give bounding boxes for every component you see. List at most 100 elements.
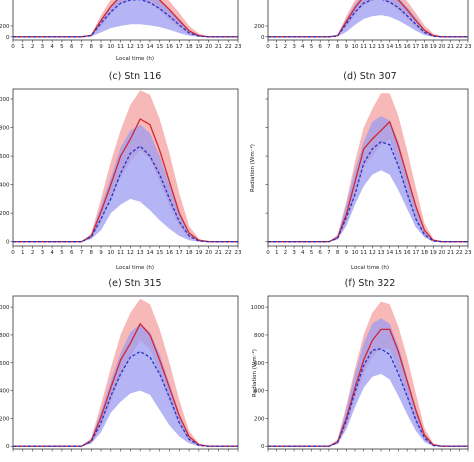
x-tick-label: 8 <box>90 44 94 50</box>
x-tick-label: 7 <box>80 250 84 256</box>
model-range-band <box>268 93 468 242</box>
x-tick-label: 20 <box>438 250 445 256</box>
y-tick-label: 400 <box>0 183 10 189</box>
x-tick-label: 22 <box>225 44 232 50</box>
panel-5: 0 200 400 600 800 1000 <box>0 295 239 452</box>
x-tick-label: 4 <box>301 250 305 256</box>
x-tick-label: 18 <box>421 44 428 50</box>
x-tick-label: 18 <box>421 250 428 256</box>
panel-c-title: (c) Stn 116 <box>109 71 162 82</box>
panel-e-title: (e) Stn 315 <box>108 278 161 289</box>
x-tick-label: 1 <box>21 250 25 256</box>
x-tick-label: 13 <box>137 250 144 256</box>
x-tick-label: 12 <box>127 250 134 256</box>
y-tick-label: 0 <box>6 35 10 41</box>
x-tick-label: 5 <box>310 250 314 256</box>
x-tick-label: 16 <box>166 250 173 256</box>
x-tick-label: 10 <box>351 44 358 50</box>
x-tick-label: 12 <box>127 44 134 50</box>
y-tick-label: 600 <box>0 154 10 160</box>
x-tick-label: 19 <box>195 250 202 256</box>
x-tick-label: 16 <box>404 44 411 50</box>
x-tick-label: 11 <box>117 250 124 256</box>
x-tick-label: 5 <box>60 250 64 256</box>
x-tick-label: 8 <box>90 250 94 256</box>
y-tick-label: 200 <box>0 24 10 30</box>
x-tick-label: 8 <box>336 250 340 256</box>
x-tick-label: 3 <box>292 44 296 50</box>
x-tick-label: 2 <box>284 250 288 256</box>
x-tick-label: 17 <box>176 44 183 50</box>
y-tick-label: 800 <box>0 333 10 339</box>
panel-f-title: (f) Stn 322 <box>345 278 396 289</box>
y-tick-label: 1000 <box>0 305 10 311</box>
y-tick-label: 0 <box>6 240 10 246</box>
x-tick-label: 15 <box>156 250 163 256</box>
x-tick-label: 10 <box>107 44 114 50</box>
x-axis-label: Local time (h) <box>116 265 154 271</box>
x-tick-label: 0 <box>11 44 15 50</box>
x-tick-label: 6 <box>318 250 322 256</box>
x-tick-label: 13 <box>378 44 385 50</box>
x-tick-label: 23 <box>465 44 472 50</box>
y-tick-label: 1000 <box>251 305 265 311</box>
x-tick-label: 0 <box>11 250 15 256</box>
panel-6: 0 200 400 600 800 1000 Radiation (Wm⁻²) <box>251 295 469 452</box>
x-tick-label: 4 <box>50 44 54 50</box>
x-tick-label: 11 <box>117 44 124 50</box>
y-tick-label: 0 <box>261 35 265 41</box>
x-tick-label: 19 <box>195 44 202 50</box>
x-tick-label: 4 <box>301 44 305 50</box>
x-tick-label: 14 <box>386 44 393 50</box>
x-tick-label: 2 <box>31 250 35 256</box>
x-tick-label: 14 <box>386 250 393 256</box>
x-tick-label: 3 <box>41 250 45 256</box>
y-tick-label: 200 <box>0 416 10 422</box>
x-tick-label: 20 <box>438 44 445 50</box>
plot-frame <box>267 0 469 41</box>
x-tick-label: 23 <box>235 44 242 50</box>
x-tick-label: 3 <box>41 44 45 50</box>
panel-4: 0 1 2 3 4 5 6 7 8 9 10 11 12 13 14 15 16 17 18 19 20 21 22 23Lo… <box>249 88 472 271</box>
x-tick-label: 20 <box>205 44 212 50</box>
obs-range-band <box>13 124 238 242</box>
x-axis-label: Local time (h) <box>116 56 154 62</box>
x-tick-label: 15 <box>395 250 402 256</box>
x-tick-label: 21 <box>215 44 222 50</box>
x-tick-label: 22 <box>456 250 463 256</box>
x-tick-label: 12 <box>369 44 376 50</box>
x-tick-label: 3 <box>292 250 296 256</box>
x-tick-label: 18 <box>186 250 193 256</box>
obs-range-band <box>268 116 468 242</box>
x-tick-label: 21 <box>447 250 454 256</box>
x-tick-label: 21 <box>447 44 454 50</box>
x-tick-label: 16 <box>404 250 411 256</box>
x-tick-label: 23 <box>235 250 242 256</box>
panel-1: 0 1 2 3 4 5 6 7 8 9 10 11 12 13 14 15 16 17 18 19 20 21 22 2302… <box>0 0 242 62</box>
obs-mean-line <box>13 145 238 243</box>
x-tick-label: 23 <box>465 250 472 256</box>
x-tick-label: 10 <box>107 250 114 256</box>
x-tick-label: 17 <box>176 250 183 256</box>
x-tick-label: 9 <box>99 44 103 50</box>
x-tick-label: 19 <box>430 250 437 256</box>
x-tick-label: 4 <box>50 250 54 256</box>
y-tick-label: 0 <box>261 444 265 450</box>
obs-range-band <box>268 318 468 447</box>
x-tick-label: 6 <box>70 250 74 256</box>
x-tick-label: 21 <box>215 250 222 256</box>
x-tick-label: 1 <box>21 44 25 50</box>
x-tick-label: 11 <box>360 44 367 50</box>
x-tick-label: 22 <box>225 250 232 256</box>
x-tick-label: 11 <box>360 250 367 256</box>
obs-mean-line <box>13 350 238 447</box>
x-tick-label: 17 <box>412 44 419 50</box>
x-tick-label: 20 <box>205 250 212 256</box>
y-tick-label: 400 <box>0 389 10 395</box>
obs-range-band <box>13 323 238 447</box>
x-tick-label: 7 <box>327 44 331 50</box>
plot-frame <box>267 88 469 247</box>
y-tick-label: 600 <box>254 361 265 367</box>
obs-mean-line <box>268 141 468 243</box>
x-tick-label: 14 <box>146 44 153 50</box>
